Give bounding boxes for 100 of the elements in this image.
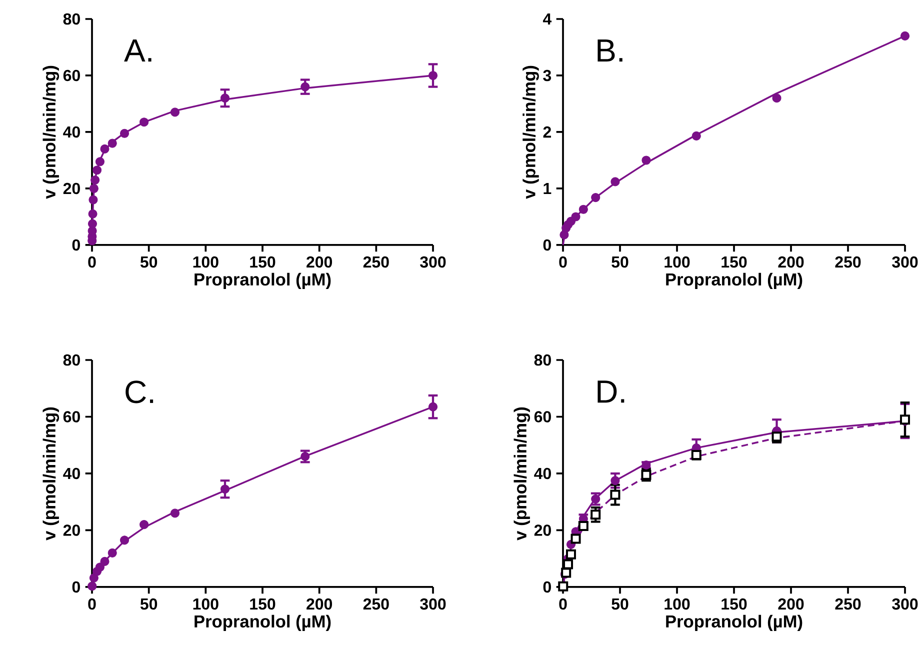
x-tick-label: 150 <box>722 598 747 610</box>
y-axis-title: v (pmol/min/mg) <box>514 407 530 540</box>
point <box>120 536 130 545</box>
y-tick-label: 80 <box>534 354 551 366</box>
x-tick-label: 50 <box>612 598 628 610</box>
y-tick-label: 3 <box>543 70 552 82</box>
point <box>90 175 100 185</box>
point <box>772 94 782 103</box>
y-tick-label: 80 <box>63 13 80 25</box>
y-tick-label: 1 <box>544 182 552 194</box>
y-tick-label: 60 <box>534 411 551 422</box>
y-tick-label: 20 <box>63 182 80 194</box>
x-tick-label: 200 <box>306 256 332 268</box>
point <box>571 212 580 222</box>
y-axis-title: v (pmol/min/mg) <box>522 66 539 199</box>
point <box>108 138 117 148</box>
point <box>610 490 620 500</box>
point <box>610 476 620 486</box>
x-tick-label: 200 <box>306 598 332 610</box>
x-axis-title: Propranolol (µM) <box>194 614 331 632</box>
y-tick-label: 20 <box>534 524 551 536</box>
point <box>563 559 574 570</box>
point <box>100 144 110 154</box>
x-tick-label: 0 <box>559 256 567 268</box>
y-axis-title: v (pmol/min/mg) <box>42 66 60 199</box>
point <box>220 94 230 103</box>
x-tick-label: 150 <box>722 256 747 268</box>
x-tick-label: 200 <box>778 256 804 268</box>
x-tick-label: 150 <box>250 598 276 610</box>
x-tick-label: 100 <box>664 598 690 610</box>
y-tick-label: 40 <box>534 468 551 480</box>
x-tick-label: 100 <box>193 598 218 610</box>
x-tick-label: 0 <box>88 256 96 268</box>
y-tick-label: 2 <box>543 126 551 138</box>
point <box>95 157 104 166</box>
y-tick-label: 0 <box>72 239 80 251</box>
point <box>140 118 149 127</box>
y-tick-label: 60 <box>63 411 80 422</box>
x-tick-label: 50 <box>140 256 158 268</box>
y-tick-label: 80 <box>63 354 80 366</box>
x-tick-label: 250 <box>363 256 389 268</box>
point <box>641 470 652 480</box>
x-tick-label: 50 <box>612 256 628 268</box>
x-tick-label: 0 <box>559 598 567 610</box>
point <box>108 548 117 558</box>
point <box>220 484 230 494</box>
point <box>170 108 180 117</box>
x-tick-label: 250 <box>835 256 861 268</box>
y-tick-label: 0 <box>543 239 551 251</box>
point <box>88 582 97 591</box>
point <box>570 534 581 544</box>
annotation: C. <box>126 380 154 404</box>
point <box>95 562 104 572</box>
x-tick-label: 100 <box>193 256 218 268</box>
point <box>428 70 438 80</box>
x-tick-label: 250 <box>835 598 861 610</box>
x-tick-label: 50 <box>140 598 158 610</box>
y-tick-label: 20 <box>63 524 80 536</box>
y-tick-label: 0 <box>543 581 551 593</box>
x-tick-label: 300 <box>892 598 918 610</box>
point <box>591 192 600 202</box>
point <box>89 184 98 194</box>
annotation: B. <box>598 40 622 62</box>
point <box>900 31 910 40</box>
point <box>120 128 130 138</box>
annotation: A. <box>124 40 152 62</box>
point <box>92 166 102 175</box>
x-axis-title: Propranolol (µM) <box>666 272 802 290</box>
point <box>578 204 588 214</box>
x-axis-title: Propranolol (µM) <box>194 272 331 290</box>
x-axis-title: Propranolol (µM) <box>666 614 802 632</box>
x-tick-label: 300 <box>892 256 918 268</box>
point <box>692 131 701 140</box>
point <box>610 177 620 186</box>
point <box>88 195 98 204</box>
annotation: D. <box>598 380 624 403</box>
y-tick-label: 0 <box>72 581 80 593</box>
y-tick-label: 40 <box>63 126 80 138</box>
y-tick-label: 60 <box>63 70 80 82</box>
point <box>566 549 576 560</box>
point <box>642 156 651 165</box>
point <box>100 556 110 566</box>
point <box>88 219 98 228</box>
y-tick-label: 4 <box>542 14 552 24</box>
x-tick-label: 300 <box>420 598 446 610</box>
point <box>558 581 568 592</box>
x-tick-label: 250 <box>363 598 389 610</box>
point <box>140 520 149 530</box>
x-tick-label: 150 <box>250 256 276 268</box>
x-tick-label: 100 <box>664 256 690 268</box>
point <box>590 510 601 520</box>
x-tick-label: 200 <box>778 598 804 610</box>
x-tick-label: 300 <box>420 256 446 268</box>
y-tick-label: 40 <box>63 468 80 480</box>
point <box>170 508 180 518</box>
point <box>300 82 310 92</box>
x-tick-label: 0 <box>88 598 96 610</box>
point <box>88 209 98 218</box>
y-axis-title: v (pmol/min/mg) <box>42 407 60 540</box>
point <box>428 402 438 412</box>
